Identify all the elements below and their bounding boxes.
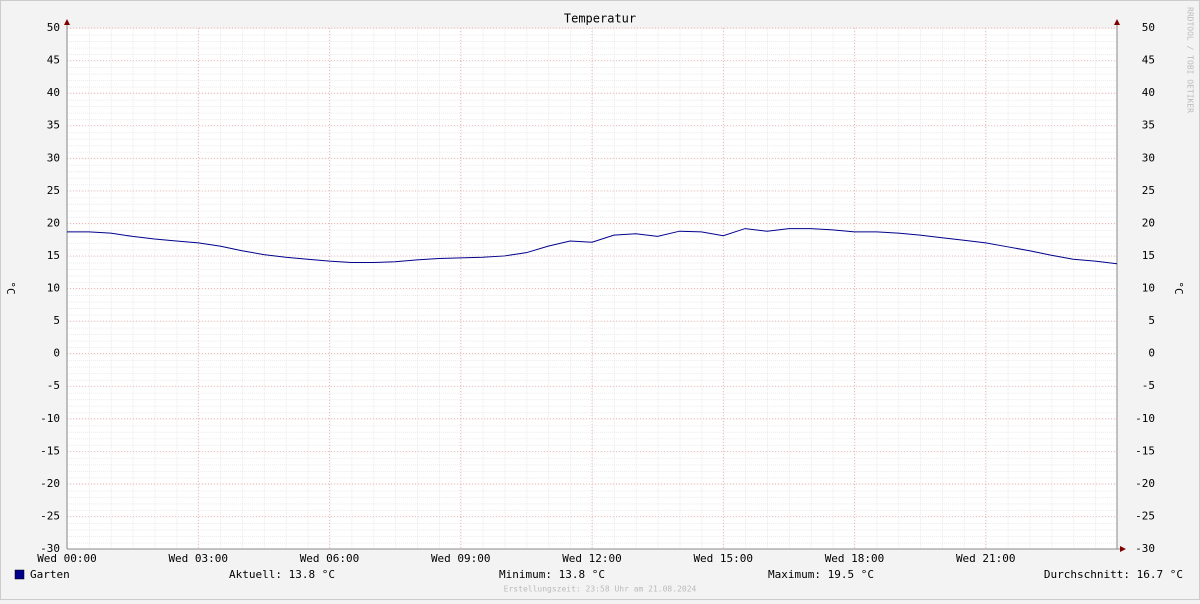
legend-stat: Maximum: 19.5 °C: [768, 568, 874, 581]
y-tick-label: -10: [40, 412, 60, 425]
legend-label: Garten: [30, 568, 70, 581]
y-tick-label-right: 20: [1142, 216, 1155, 229]
y-tick-label: 35: [47, 119, 60, 132]
y-tick-label: 45: [47, 54, 60, 67]
y-tick-label: 15: [47, 249, 60, 262]
y-tick-label: 0: [53, 347, 60, 360]
y-tick-label-right: 40: [1142, 86, 1155, 99]
y-tick-label: 40: [47, 86, 60, 99]
x-tick-label: Wed 21:00: [956, 552, 1016, 565]
y-tick-label-right: -30: [1135, 542, 1155, 555]
y-tick-label-right: 35: [1142, 119, 1155, 132]
y-axis-label-right: °C: [1172, 281, 1185, 294]
legend-stat: Minimum: 13.8 °C: [499, 568, 605, 581]
axis-arrow: [1120, 546, 1126, 552]
legend-stat: Aktuell: 13.8 °C: [229, 568, 335, 581]
x-tick-label: Wed 03:00: [168, 552, 228, 565]
chart-title: Temperatur: [564, 12, 636, 26]
x-tick-label: Wed 09:00: [431, 552, 491, 565]
y-axis-label: °C: [4, 281, 17, 294]
axis-arrow: [1114, 19, 1120, 25]
legend-stat: Durchschnitt: 16.7 °C: [1044, 568, 1183, 581]
y-tick-label: 5: [53, 314, 60, 327]
y-tick-label-right: 50: [1142, 21, 1155, 34]
y-tick-label-right: 10: [1142, 282, 1155, 295]
axis-arrow: [64, 19, 70, 25]
y-tick-label: -30: [40, 542, 60, 555]
legend-swatch: [14, 569, 25, 580]
y-tick-label: -15: [40, 444, 60, 457]
y-tick-label-right: 15: [1142, 249, 1155, 262]
y-tick-label-right: 25: [1142, 184, 1155, 197]
footer: Erstellungszeit: 23:58 Uhr am 21.08.2024: [504, 585, 697, 594]
y-tick-label: -5: [47, 379, 60, 392]
y-tick-label-right: -15: [1135, 444, 1155, 457]
x-tick-label: Wed 06:00: [300, 552, 360, 565]
y-tick-label: -20: [40, 477, 60, 490]
y-tick-label: 30: [47, 151, 60, 164]
series-line: [67, 228, 1118, 265]
y-tick-label-right: -20: [1135, 477, 1155, 490]
y-tick-label-right: 45: [1142, 54, 1155, 67]
y-tick-label: -25: [40, 509, 60, 522]
y-tick-label: 10: [47, 282, 60, 295]
x-tick-label: Wed 18:00: [825, 552, 885, 565]
x-tick-label: Wed 15:00: [693, 552, 753, 565]
watermark: RRDTOOL / TOBI OETIKER: [1186, 7, 1195, 113]
y-tick-label-right: -25: [1135, 509, 1155, 522]
plot: -30 -30 -25 -25 -20 -20 -15 -15 -10 -10 -5 -5 0 0 5 5 10…: [14, 19, 1183, 581]
y-tick-label-right: 5: [1148, 314, 1155, 327]
y-tick-label: 50: [47, 21, 60, 34]
y-tick-label: 20: [47, 216, 60, 229]
y-tick-label: 25: [47, 184, 60, 197]
x-tick-label: Wed 00:00: [37, 552, 97, 565]
x-tick-label: Wed 12:00: [562, 552, 622, 565]
y-tick-label-right: -5: [1142, 379, 1155, 392]
y-tick-label-right: -10: [1135, 412, 1155, 425]
y-tick-label-right: 0: [1148, 347, 1155, 360]
y-tick-label-right: 30: [1142, 151, 1155, 164]
